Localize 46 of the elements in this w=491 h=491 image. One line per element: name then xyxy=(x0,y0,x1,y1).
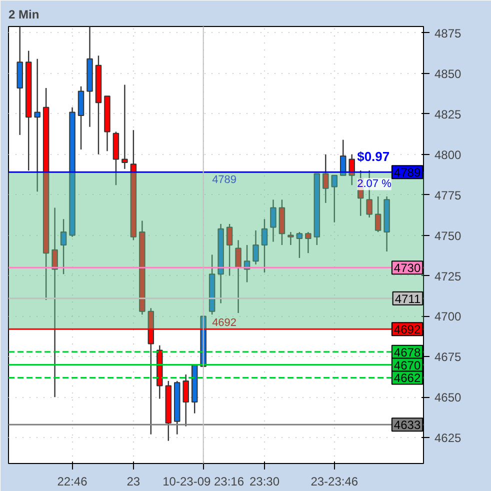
candlestick xyxy=(296,231,303,259)
candlestick xyxy=(270,199,276,242)
candlestick xyxy=(261,218,268,274)
candlestick xyxy=(122,84,128,170)
candlestick xyxy=(288,231,294,246)
x-tick-label: 23 xyxy=(126,474,140,488)
annotation: 4692 xyxy=(212,317,237,330)
chart-title: 2 Min xyxy=(8,8,40,22)
candlestick xyxy=(235,240,242,314)
ref-line-label: 4678 xyxy=(394,345,421,360)
candlestick xyxy=(322,154,329,204)
x-tick-label: 22:46 xyxy=(57,474,88,488)
annotation: 4789 xyxy=(212,174,237,186)
candlestick xyxy=(305,231,312,254)
y-tick-label: 4750 xyxy=(434,228,462,243)
x-tick-label: 23:30 xyxy=(249,474,280,488)
candlestick xyxy=(348,154,355,186)
ref-line-label: 4662 xyxy=(394,371,421,386)
y-tick-label: 4775 xyxy=(434,188,462,202)
ref-line-label: 4692 xyxy=(394,322,421,337)
candlestick xyxy=(374,196,382,233)
y-tick-label: 4675 xyxy=(434,350,462,364)
ref-line-label: 4789 xyxy=(394,166,421,180)
x-tick-label: 23-23:46 xyxy=(310,474,358,488)
ref-line-label: 4711 xyxy=(394,292,421,306)
ref-line-label: 4633 xyxy=(394,418,421,432)
candlestick xyxy=(340,139,346,176)
ref-line-label: 4670 xyxy=(394,358,421,372)
x-tick-label: 10-23-09 23:16 xyxy=(162,474,244,488)
candlestick xyxy=(60,218,67,275)
candlestick xyxy=(252,230,259,266)
candlestick xyxy=(34,58,40,192)
y-tick-label: 4725 xyxy=(434,269,462,284)
annotation: $0.97 xyxy=(357,149,390,164)
candlestick xyxy=(226,223,233,276)
y-tick-label: 4650 xyxy=(434,390,462,405)
y-tick-label: 4875 xyxy=(434,26,462,40)
y-tick-label: 4850 xyxy=(434,66,462,81)
candlestick xyxy=(182,374,189,427)
candlestick xyxy=(331,174,338,223)
annotation: 2.07 % xyxy=(357,178,392,190)
y-tick-label: 4625 xyxy=(434,431,462,446)
y-tick-label: 4825 xyxy=(434,107,462,122)
ref-line-label: 4730 xyxy=(394,261,421,276)
y-tick-label: 4700 xyxy=(434,310,462,324)
y-tick-label: 4800 xyxy=(434,148,462,162)
